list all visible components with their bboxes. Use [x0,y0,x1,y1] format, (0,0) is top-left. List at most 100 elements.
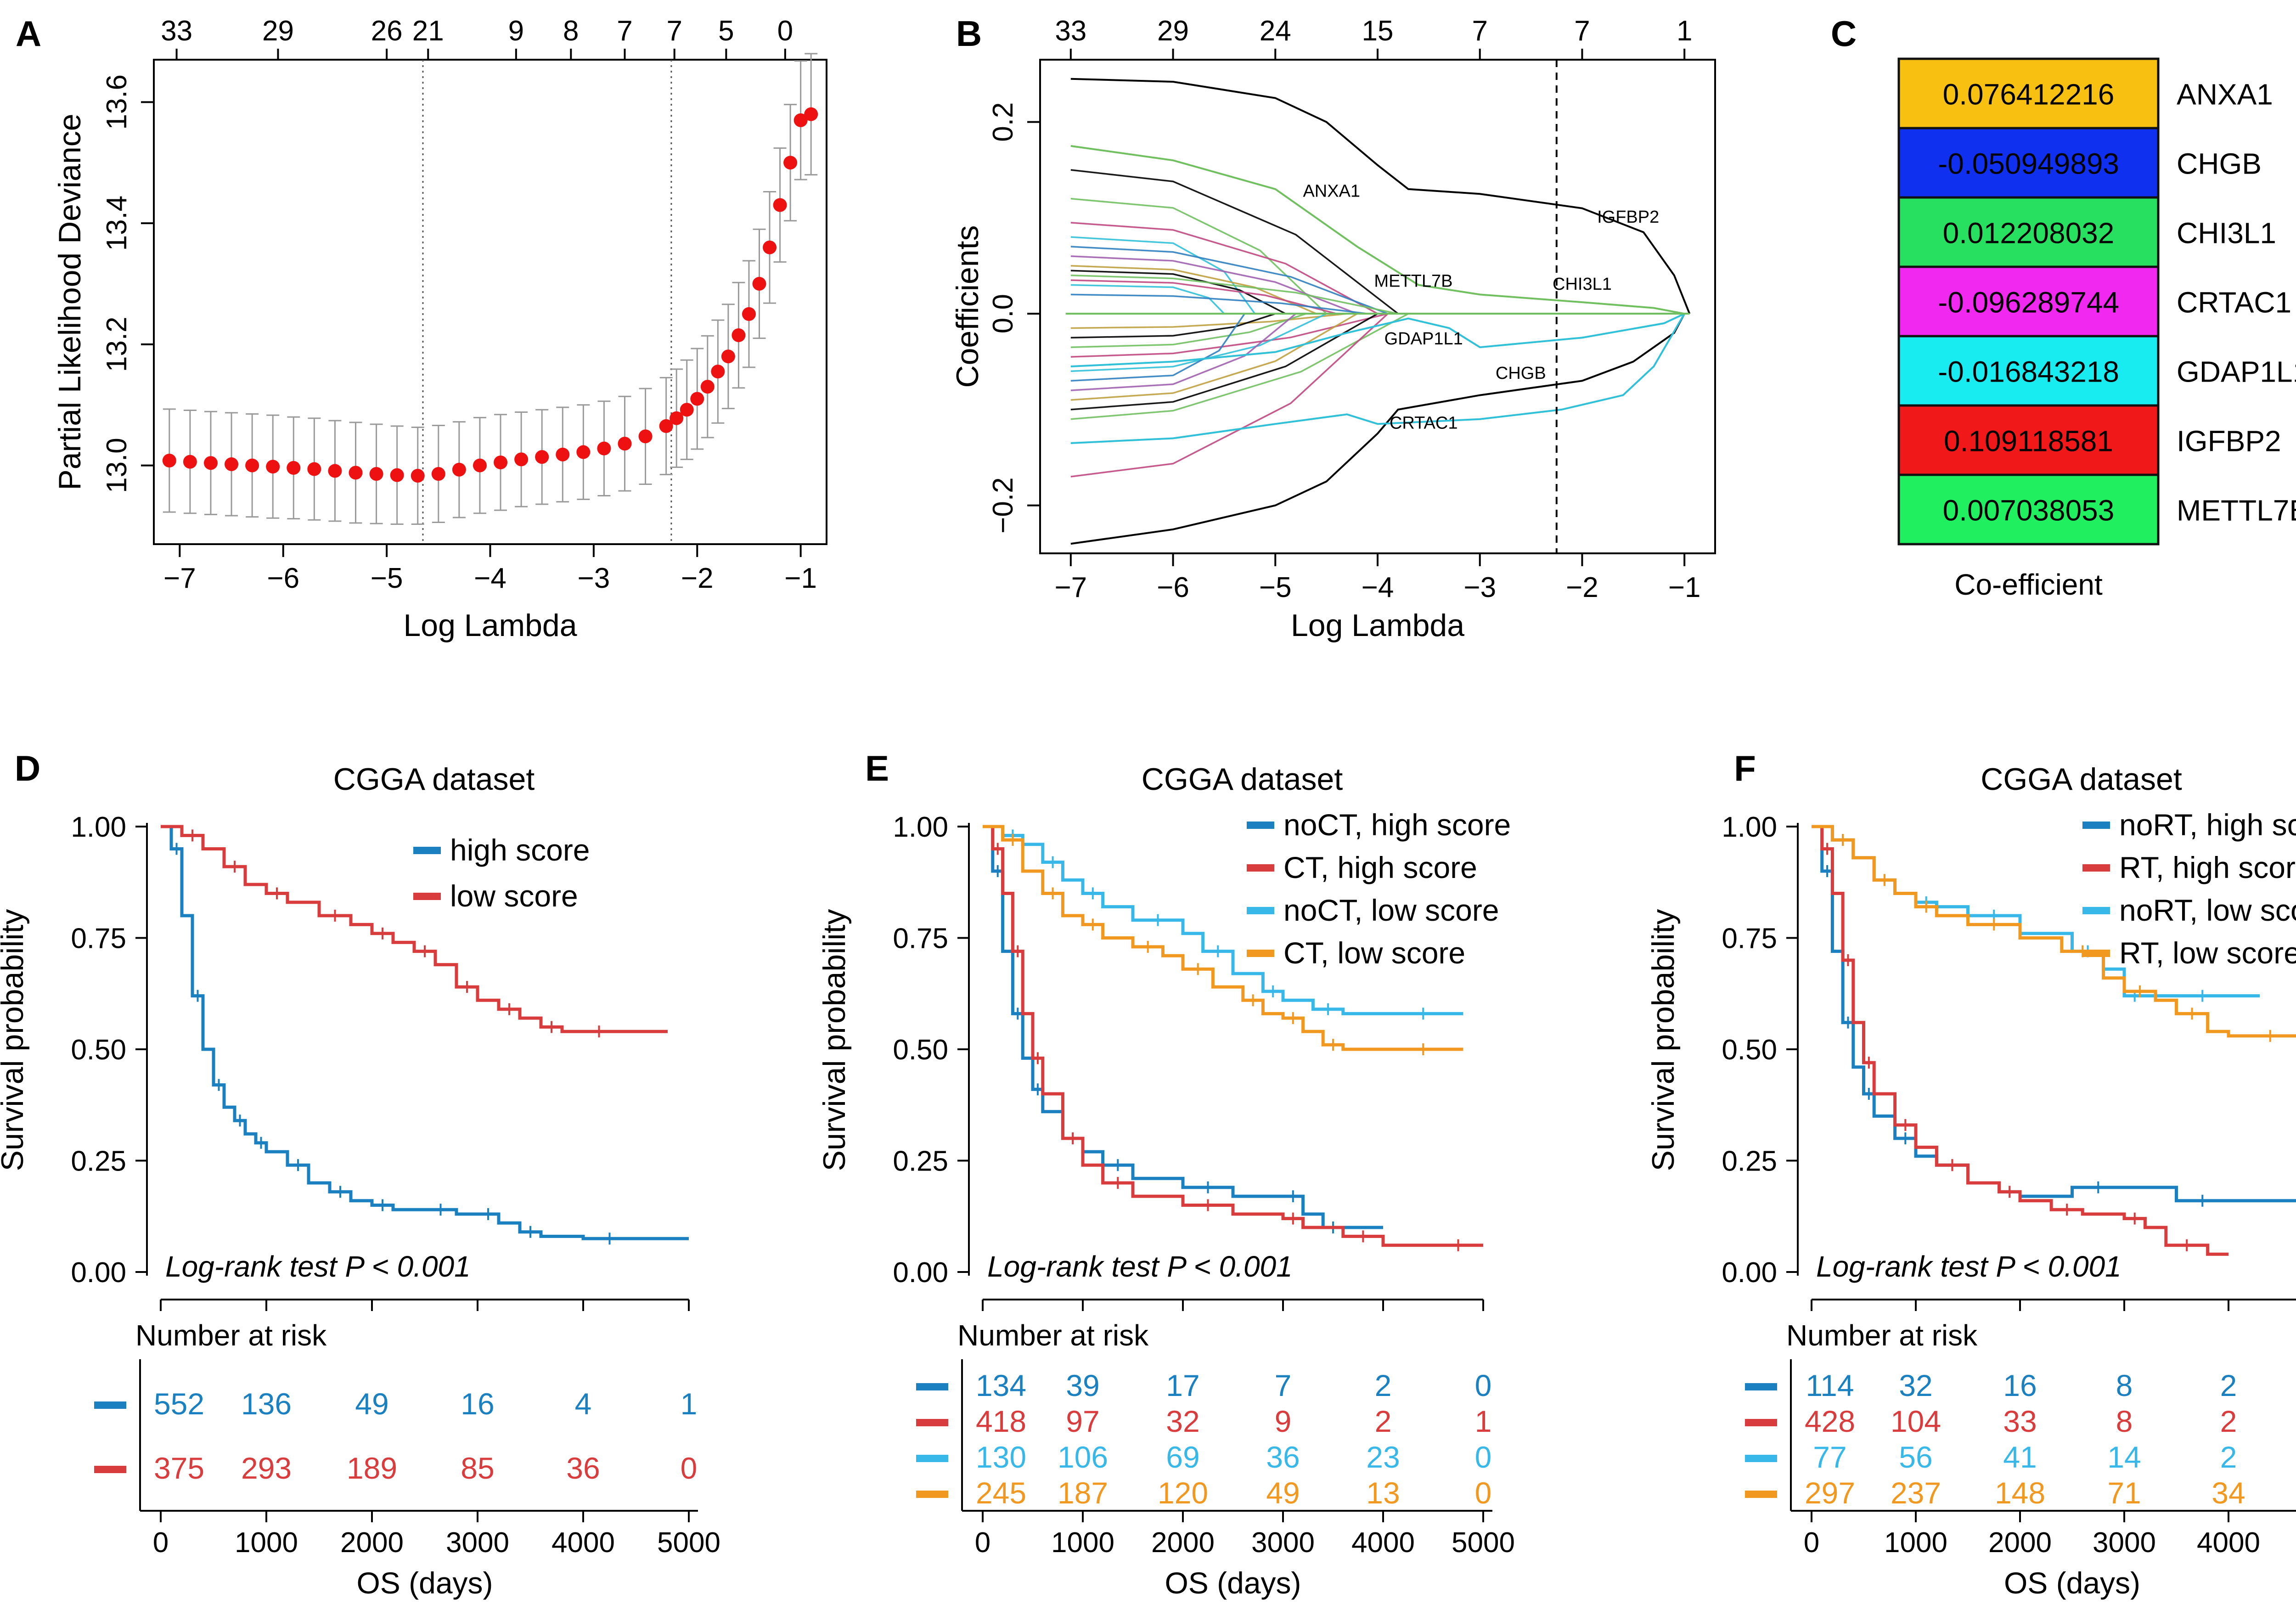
deviance-point [183,455,197,469]
risk-count: 189 [347,1451,397,1485]
coefficient-path [1070,313,1690,348]
gene-label-chgb: CHGB [1496,364,1546,383]
deviance-point [266,460,280,474]
legend-label: low score [450,879,578,913]
top-tick-label: 21 [412,15,444,47]
risk-count: 2 [2220,1404,2237,1438]
risk-count: 1 [681,1387,698,1421]
risk-count: 56 [1899,1440,1932,1474]
risk-count: 9 [1275,1404,1292,1438]
deviance-point [659,419,673,433]
legend-label: RT, high score [2119,850,2296,884]
gene-name: METTL7B [2177,494,2296,527]
risk-count: 34 [2212,1476,2245,1510]
y-tick-label: 0.2 [987,102,1019,142]
risk-count: 16 [2003,1368,2037,1402]
y-tick-label: 13.6 [101,74,133,130]
top-tick-label: 26 [371,15,403,47]
top-tick-label: 9 [508,15,524,47]
deviance-point [711,365,725,379]
plot-frame [1039,59,1716,554]
x-axis-label: OS (days) [356,1566,493,1600]
risk-count: 104 [1891,1404,1941,1438]
x-tick-label: 0 [153,1527,169,1559]
x-tick-label: −2 [681,563,714,594]
deviance-point [203,456,218,470]
x-axis-label: OS (days) [1165,1566,1301,1600]
risk-count: 49 [1266,1476,1300,1510]
top-tick-label: 7 [666,15,682,47]
deviance-point [576,445,591,459]
deviance-point [793,113,808,127]
risk-count: 13 [1366,1476,1400,1510]
y-tick-label: 0.00 [893,1257,948,1289]
deviance-point [773,198,787,212]
risk-count: 237 [1891,1476,1941,1510]
top-tick-label: 0 [777,15,793,47]
risk-count: 71 [2107,1476,2141,1510]
legend-label: noRT, high score [2119,808,2296,842]
x-tick-label: 4000 [2197,1527,2260,1559]
coefficient-value: 0.012208032 [1943,217,2115,250]
risk-count: 36 [1266,1440,1300,1474]
coefficient-cell [1897,404,2160,476]
x-tick-label: 3000 [2093,1527,2156,1559]
x-axis-label: OS (days) [2004,1566,2140,1600]
deviance-point [680,403,694,417]
y-tick-label: 13.2 [101,316,133,372]
legend-label: high score [450,833,590,867]
deviance-point [597,441,611,456]
coefficient-value: -0.050949893 [1938,147,2119,180]
top-tick-label: 24 [1260,15,1291,47]
coefficient-value: 0.007038053 [1943,494,2115,527]
deviance-point [369,467,383,481]
x-tick-label: 5000 [657,1527,720,1559]
y-axis-label: Survival probability [0,909,30,1171]
gene-label-anxa1: ANXA1 [1303,181,1360,201]
x-tick-label: 2000 [340,1527,404,1559]
risk-count: 85 [461,1451,494,1485]
risk-count: 39 [1066,1368,1099,1402]
x-tick-label: −1 [1668,572,1701,603]
x-tick-label: 1000 [1884,1527,1947,1559]
x-tick-label: 0 [1804,1527,1819,1559]
deviance-point [556,447,570,462]
risk-count: 130 [976,1440,1026,1474]
risk-count: 0 [1475,1368,1492,1402]
panel-f: CGGA dataset 0.00 0.25 0.50 0.75 1.00 Survival… [1646,762,2296,1600]
logrank-annotation: Log-rank test P < 0.001 [1816,1250,2122,1283]
coefficient-cell [1897,473,2160,546]
risk-count: 14 [2107,1440,2141,1474]
coefficient-cell [1897,265,2160,338]
gene-label-crtac1: CRTAC1 [1390,414,1458,433]
top-tick-label: 15 [1362,15,1394,47]
x-tick-label: −3 [1463,572,1496,603]
y-tick-label: 0.75 [893,923,948,955]
deviance-point [721,349,735,364]
risk-count: 428 [1805,1404,1855,1438]
table-axis-label: Co-efficient [1954,568,2103,601]
top-tick-label: 29 [262,15,294,47]
y-tick-label: 13.0 [101,438,133,493]
x-axis-label: Log Lambda [403,608,577,643]
x-tick-label: −5 [1259,572,1292,603]
x-tick-label: 5000 [1452,1527,1515,1559]
x-tick-label: −1 [784,563,817,594]
coefficient-cell [1897,335,2160,407]
risk-count: 375 [154,1451,204,1485]
y-tick-label: 1.00 [71,811,126,843]
y-tick-label: 0.50 [71,1034,126,1066]
survival-curve [1812,825,2228,1256]
gene-name: CRTAC1 [2177,286,2291,319]
y-tick-label: 0.25 [893,1146,948,1177]
deviance-point [390,468,404,482]
survival-curve [983,825,1463,1051]
risk-count: 114 [1806,1368,1854,1402]
legend-label: CT, high score [1283,850,1477,884]
risk-count: 293 [241,1451,292,1485]
deviance-point [763,240,777,254]
chart-title: CGGA dataset [1981,762,2182,797]
deviance-point [700,380,715,394]
deviance-point [162,454,176,468]
